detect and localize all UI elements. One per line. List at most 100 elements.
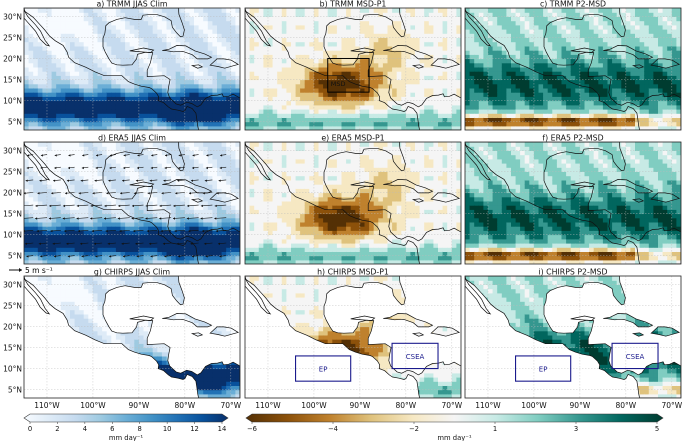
map-field: EP CSEA [465,276,681,398]
lon-tick-label: 90°W [570,401,591,410]
map-panel: e) ERA5 MSD-P1 [244,134,462,265]
coastlines [465,142,681,264]
lon-tick-label: 70°W [220,401,241,410]
map-panel: d) ERA5 JJAS Clim [23,134,241,265]
panel-frame [23,141,241,265]
panel-frame [464,275,682,399]
map-panel: EP CSEA h) CHIRPS MSD-P1 [244,268,462,399]
map-field: EP CSEA [245,276,461,398]
panel-frame [464,7,682,131]
colorbar-tick: 1 [493,425,497,433]
lon-tick-label: 90°W [350,401,371,410]
lat-tick-label: 30°N [3,280,22,289]
field-cells [465,142,681,264]
wind-vectors [24,154,227,258]
map-panel: f) ERA5 P2-MSD [464,134,682,265]
colorbar-unit: mm day⁻¹ [437,434,471,441]
panel-frame [244,275,462,399]
map-field: MSD [245,8,461,130]
colorbars: 0 2 4 6 8 10 12 14 mm day⁻¹ −6 −4 −2 1 3 5 mm day⁻¹ [23,413,664,441]
panel-title: i) CHIRPS P2-MSD [539,268,608,277]
lat-tick-label: 5°N [8,386,22,395]
lat-tick-label: 20°N [3,188,22,197]
region-box-ep [515,355,572,382]
colorbar-unit: mm day⁻¹ [109,434,143,441]
field-cells [24,142,240,264]
colorbar-tick: 0 [28,425,32,433]
msd-region-label: MSD [331,80,346,88]
region-label-ep: EP [319,366,328,374]
lon-tick-label: 110°W [255,401,281,410]
panel-title: a) TRMM JJAS Clim [96,0,167,9]
field-cells [245,8,461,130]
panel-title: d) ERA5 JJAS Clim [98,134,166,143]
panel-title: c) TRMM P2-MSD [540,0,606,9]
lat-tick-label: 25°N [3,301,22,310]
panel-title: g) CHIRPS JJAS Clim [94,268,170,277]
map-field [24,142,240,264]
graticule [24,142,240,264]
lat-tick-label: 10°N [3,231,22,240]
lon-tick-label: 80°W [615,401,636,410]
lon-tick-label: 70°W [441,401,462,410]
coastlines [245,276,461,398]
coastlines [465,8,681,130]
map-field [465,142,681,264]
coastlines [465,276,681,398]
coastlines [24,276,240,398]
colorbar-tick: 5 [655,425,659,433]
region-box-ep [295,355,352,382]
map-panel: MSD b) TRMM MSD-P1 [244,0,462,131]
coastlines [245,142,461,264]
lat-tick-label: 20°N [3,54,22,63]
anomaly-colorbar: −6 −4 −2 1 3 5 mm day⁻¹ [245,413,664,441]
panel-frame [23,275,241,399]
region-box-csea [611,342,659,370]
vector-key-label: 5 m s⁻¹ [25,266,53,275]
msd-region-box [327,57,370,93]
lon-tick-label: 110°W [475,401,501,410]
colorbar-tick: −6 [247,425,257,433]
map-field [24,276,240,398]
lat-tick-label: 15°N [3,210,22,219]
lon-tick-label: 90°W [129,401,150,410]
graticule [24,8,240,130]
map-panel: EP CSEA i) CHIRPS P2-MSD [464,268,682,399]
lat-tick-label: 10°N [3,365,22,374]
panel-frame [244,141,462,265]
vector-key: 5 m s⁻¹ [9,266,53,275]
field-cells [24,8,240,130]
coastlines [245,8,461,130]
field-cells [245,142,461,264]
region-label-csea: CSEA [626,353,645,361]
colorbar-tick: 8 [138,425,142,433]
lon-tick-label: 100°W [301,401,327,410]
colorbar-tick: 2 [55,425,59,433]
axis-labels: 30°N 25°N 20°N 15°N 10°N 5°N 30°N 25°N 20°N 15°N 1… [3,12,683,410]
panel-title: e) ERA5 MSD-P1 [321,134,384,143]
lat-tick-label: 15°N [3,344,22,353]
lat-tick-label: 25°N [3,167,22,176]
region-label-ep: EP [539,366,548,374]
lat-tick-label: 5°N [8,252,22,261]
lat-tick-label: 30°N [3,12,22,21]
lon-tick-label: 100°W [521,401,547,410]
colorbar-tick: 14 [218,425,227,433]
colorbar-tick: 4 [83,425,87,433]
clim-colorbar: 0 2 4 6 8 10 12 14 mm day⁻¹ [23,413,229,441]
region-label-csea: CSEA [406,353,425,361]
panel-title: f) ERA5 P2-MSD [542,134,603,143]
colorbar-tick: 12 [190,425,199,433]
graticule [465,276,681,398]
lon-tick-label: 80°W [395,401,416,410]
lat-tick-label: 10°N [3,97,22,106]
colorbar-tick: 3 [574,425,578,433]
colorbar-bar [245,413,664,423]
map-panel: a) TRMM JJAS Clim [23,0,241,131]
map-field [465,8,681,130]
map-panel: g) CHIRPS JJAS Clim [23,268,241,399]
lon-tick-label: 80°W [174,401,195,410]
map-field [24,8,240,130]
map-field [245,142,461,264]
lat-tick-label: 30°N [3,146,22,155]
